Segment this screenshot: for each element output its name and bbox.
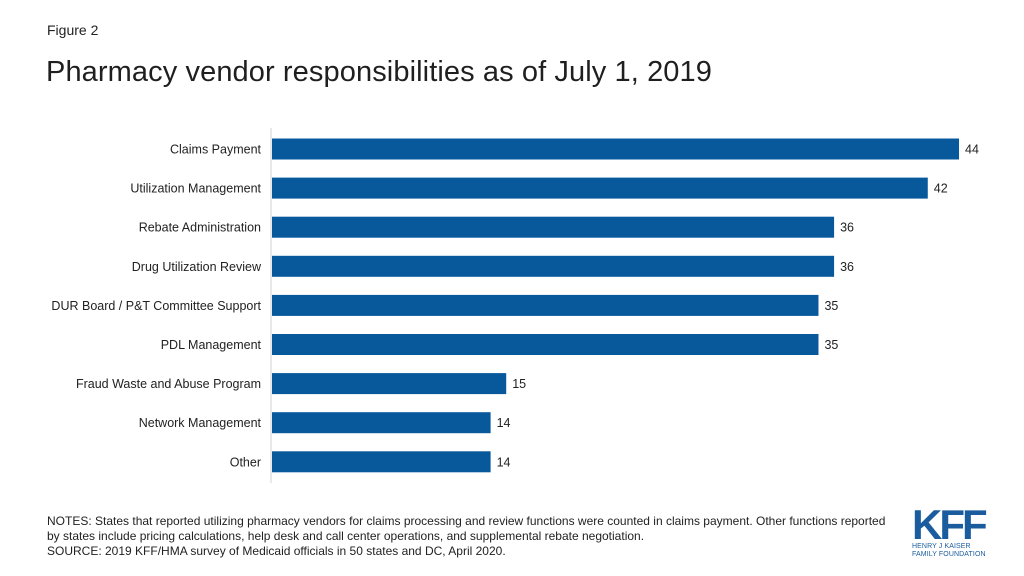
bar xyxy=(272,138,959,160)
data-label: 42 xyxy=(934,182,948,196)
category-label: Rebate Administration xyxy=(139,221,261,235)
bar xyxy=(272,294,819,316)
data-label: 36 xyxy=(840,260,854,274)
bar xyxy=(272,334,819,355)
category-label: Fraud Waste and Abuse Program xyxy=(76,377,261,391)
data-label: 44 xyxy=(965,143,979,157)
notes-text: NOTES: States that reported utilizing ph… xyxy=(47,514,886,543)
data-label: 15 xyxy=(512,377,526,391)
data-label: 36 xyxy=(840,221,854,235)
bar xyxy=(272,373,507,395)
category-label: Other xyxy=(230,455,261,469)
bar xyxy=(272,412,491,434)
kff-logo: KFF HENRY J KAISER FAMILY FOUNDATION xyxy=(912,501,992,559)
bar xyxy=(272,255,835,277)
category-label: PDL Management xyxy=(161,338,262,352)
chart-title: Pharmacy vendor responsibilities as of J… xyxy=(46,56,712,88)
data-label: 14 xyxy=(497,416,511,430)
bar xyxy=(272,177,928,199)
notes: NOTES: States that reported utilizing ph… xyxy=(47,514,897,559)
figure-label: Figure 2 xyxy=(47,22,99,38)
data-label: 35 xyxy=(824,299,838,313)
category-label: Claims Payment xyxy=(170,143,262,157)
logo-line-2: FAMILY FOUNDATION xyxy=(912,551,986,558)
source-text: SOURCE: 2019 KFF/HMA survey of Medicaid … xyxy=(47,544,506,558)
logo-line-1: HENRY J KAISER xyxy=(912,543,971,550)
logo-mark: KFF xyxy=(912,501,988,548)
data-label: 35 xyxy=(824,338,838,352)
bar-chart: Claims Payment 44 Utilization Management 42… xyxy=(51,128,979,483)
bar xyxy=(272,216,835,238)
category-label: Drug Utilization Review xyxy=(132,260,262,274)
category-label: Utilization Management xyxy=(130,182,261,196)
data-label: 14 xyxy=(497,455,511,469)
category-label: DUR Board / P&T Committee Support xyxy=(51,299,261,313)
category-label: Network Management xyxy=(139,416,262,430)
bar xyxy=(272,451,491,473)
